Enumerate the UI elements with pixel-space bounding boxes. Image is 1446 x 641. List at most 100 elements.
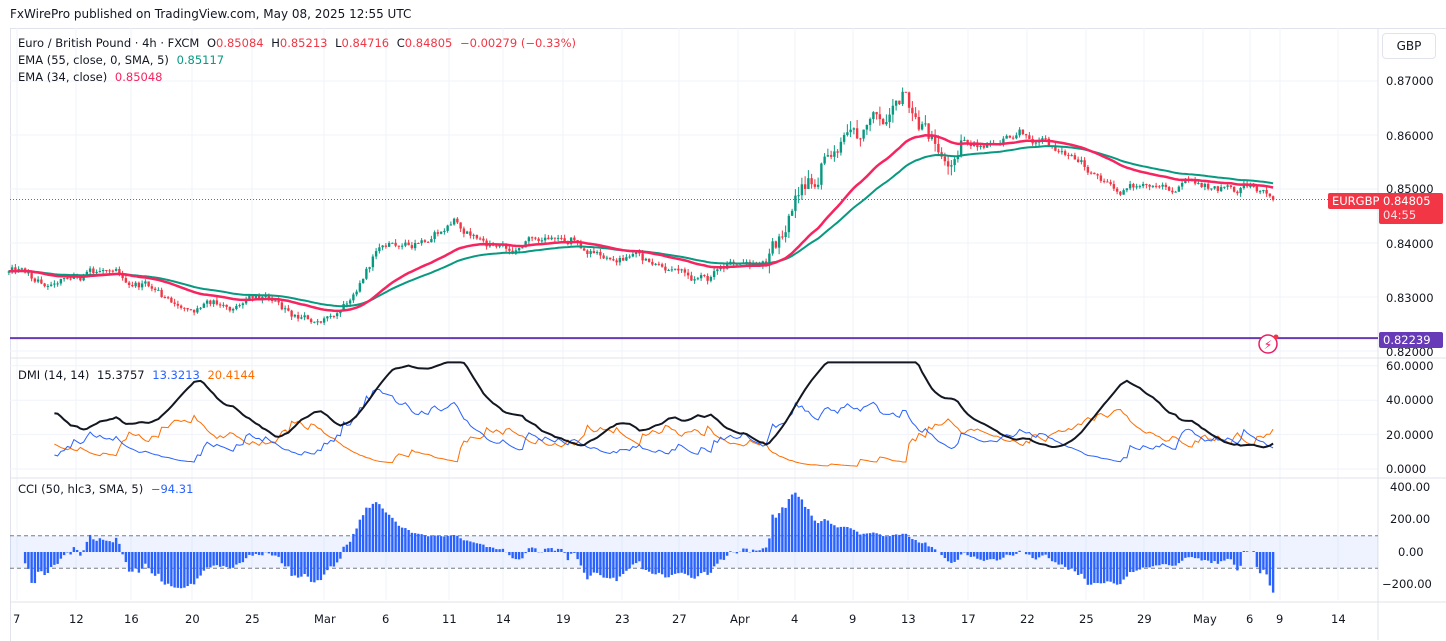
candle-body [352,294,354,300]
cci-bar [180,552,182,588]
cci-bar [641,552,643,569]
cci-bar [635,552,637,563]
cci-bar [27,552,29,569]
candle-body [297,315,299,319]
candle-body [716,269,718,271]
cci-bar [700,552,702,573]
candle-body [953,159,955,165]
cci-bar [183,552,185,588]
candle-body [849,130,851,133]
candle-body [641,253,643,260]
candle-body [219,304,221,305]
ema55-legend[interactable]: EMA (55, close, 0, SMA, 5) 0.85117 [18,53,228,67]
cci-legend[interactable]: CCI (50, hlc3, SMA, 5) −94.31 [18,482,197,496]
candle-body [1077,159,1079,162]
cci-bar [495,549,497,552]
candle-body [797,195,799,196]
cci-bar [476,543,478,552]
cci-bar [885,536,887,552]
cci-bar [1155,552,1157,565]
ema34-value: 0.85048 [115,70,163,84]
cci-bar [411,533,413,552]
high-value: 0.85213 [280,36,328,50]
cci-bar [1028,552,1030,555]
candle-body [554,238,556,239]
cci-bar [1171,552,1173,566]
x-tick: 25 [245,612,260,626]
cci-bar [697,552,699,576]
x-tick: May [1193,612,1217,626]
candle-body [128,283,130,285]
cci-bar [953,552,955,562]
cci-bar [391,518,393,552]
candle-body [583,248,585,250]
cci-bar [277,552,279,557]
candle-body [50,285,52,286]
cci-bar [768,538,770,552]
candle-body [788,216,790,232]
cci-bar [1252,551,1254,552]
candle-body [1204,184,1206,187]
last-price: 0.84805 [1383,194,1439,208]
candle-body [947,161,949,166]
symbol-name[interactable]: Euro / British Pound · 4h · FXCM [18,36,199,50]
cci-bar [307,552,309,577]
cci-bar [895,534,897,552]
cci-bar [778,513,780,552]
candle-body [1168,187,1170,191]
candle-body [674,269,676,270]
cci-bar [944,552,946,558]
cci-bar [1178,552,1180,563]
candle-body [1259,191,1261,192]
candle-body [697,278,699,279]
candle-body [108,270,110,271]
cci-bar [76,550,78,552]
candle-body [557,238,559,239]
cci-bar [37,552,39,572]
change-value: −0.00279 (−0.33%) [460,36,576,50]
cci-bar [1233,552,1235,565]
cci-bar [580,552,582,565]
symbol-tag: EURGBP [1328,193,1383,209]
candle-body [92,268,94,273]
cci-bar [492,548,494,552]
candle-body [944,157,946,162]
candle-body [1233,187,1235,192]
candle-body [843,135,845,142]
cci-bar [518,552,520,559]
dmi-legend[interactable]: DMI (14, 14) 15.3757 13.3213 20.4144 [18,368,259,382]
cci-bar [86,542,88,552]
candle-body [615,260,617,262]
cci-bar [992,552,994,559]
cci-bar [121,552,123,554]
candle-body [791,211,793,216]
ema34-legend[interactable]: EMA (34, close) 0.85048 [18,70,166,84]
candle-body [921,124,923,129]
candle-body [1252,186,1254,187]
candle-body [1171,191,1173,193]
candle-body [320,321,322,322]
cci-bar [498,549,500,552]
candle-body [385,246,387,247]
cci-bar [167,552,169,584]
candle-body [251,296,253,298]
cci-bar [1217,552,1219,564]
candle-body [979,146,981,147]
candle-body [368,267,370,269]
cci-bar [979,552,981,560]
cci-bar [368,508,370,552]
candle-body [281,302,283,309]
candle-body [1132,184,1134,187]
cci-bar [1051,552,1053,561]
cci-bar [362,515,364,552]
currency-button[interactable]: GBP [1382,33,1436,59]
cci-bar [1048,552,1050,558]
candle-body [550,238,552,240]
candle-body [229,307,231,311]
cci-bar [1061,552,1063,564]
cci-label: CCI (50, hlc3, SMA, 5) [18,482,143,496]
cci-bar [235,552,237,565]
cci-bar [79,552,81,556]
cci-bar [690,552,692,578]
